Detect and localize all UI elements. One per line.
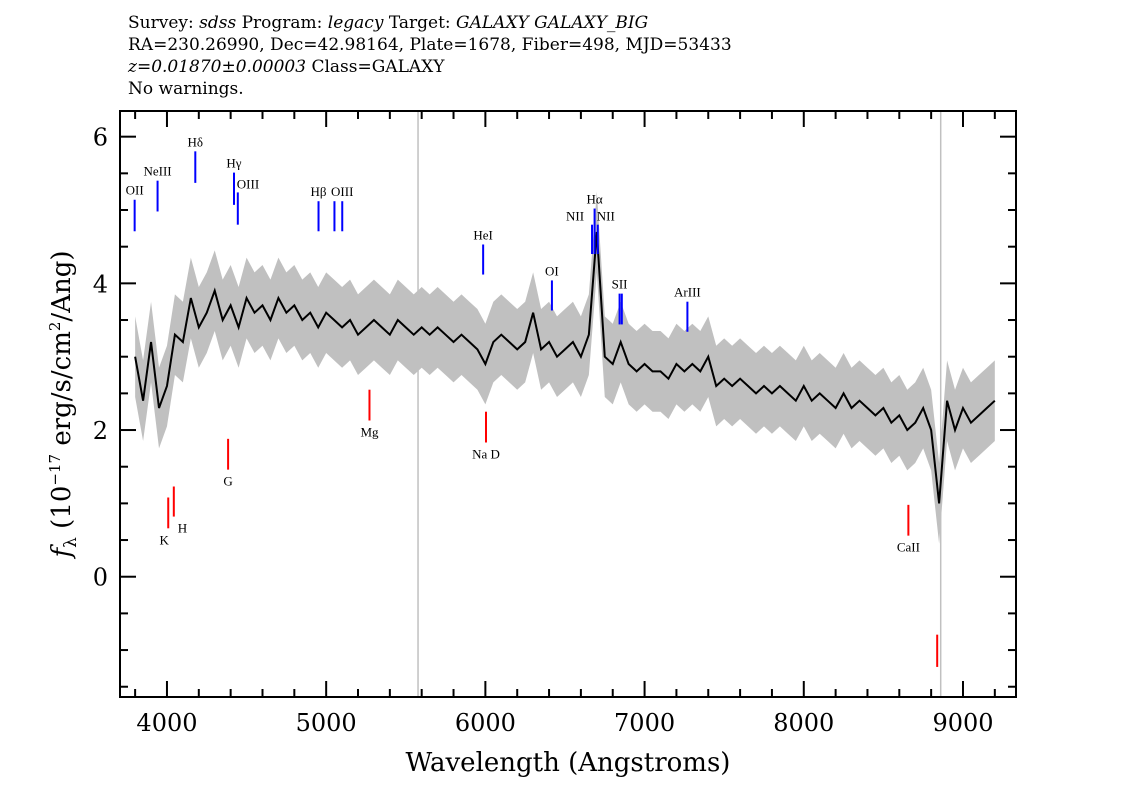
y-tick-label: 4: [93, 270, 108, 298]
program-value: legacy: [327, 13, 384, 33]
y-axis-title: fλ (10−17 erg/s/cm2/Ang): [46, 251, 81, 560]
line-label: Na D: [472, 447, 500, 462]
x-tick-label: 4000: [136, 709, 197, 737]
y-title-post: /Ang): [47, 251, 77, 322]
plot-frame: [119, 110, 1017, 698]
line-label: Hγ: [226, 156, 241, 171]
y-tick-label: 6: [93, 124, 108, 152]
line-label: Hα: [586, 192, 602, 207]
y-title-exp: −17: [46, 454, 64, 486]
y-title-pre: (10: [47, 486, 77, 538]
program-label: Program:: [236, 13, 328, 33]
line-label: NII: [566, 209, 584, 224]
header-line-coordinates: RA=230.26990, Dec=42.98164, Plate=1678, …: [128, 35, 732, 55]
x-tick-label: 5000: [296, 709, 357, 737]
survey-value: sdss: [199, 13, 237, 33]
y-title-sub: λ: [61, 537, 81, 548]
line-label: NeIII: [143, 164, 171, 179]
line-label: ArIII: [674, 285, 701, 300]
x-tick-label: 9000: [932, 709, 993, 737]
y-title-exp2: 2: [46, 322, 64, 332]
spectrum-series: [134, 231, 996, 504]
line-label: H: [178, 521, 187, 536]
axes: 4000 5000 6000 7000 8000 9000 0 2 4 6: [93, 111, 1016, 737]
line-label: OIII: [331, 184, 353, 199]
header-line-survey: Survey: sdss Program: legacy Target: GAL…: [128, 12, 732, 34]
y-tick-label: 2: [93, 417, 108, 445]
line-label: OIII: [237, 176, 259, 191]
line-label: G: [223, 474, 232, 489]
sky-lines: [417, 111, 942, 697]
x-tick-label: 6000: [455, 709, 516, 737]
line-label: SII: [612, 277, 628, 292]
survey-label: Survey:: [128, 13, 200, 33]
noise-band: [135, 191, 995, 544]
target-label: Target:: [383, 13, 457, 33]
line-label: Hδ: [188, 134, 204, 149]
x-tick-label: 7000: [614, 709, 675, 737]
class-value: Class=GALAXY: [306, 57, 445, 77]
target-value: GALAXY GALAXY_BIG: [456, 13, 649, 33]
x-tick-label: 8000: [773, 709, 834, 737]
line-label: Mg: [360, 425, 379, 440]
line-label: K: [160, 532, 170, 547]
y-tick-label: 0: [93, 564, 108, 592]
line-label: NII: [597, 209, 615, 224]
line-label: OI: [545, 263, 559, 278]
header-line-redshift: z=0.01870±0.00003 Class=GALAXY: [128, 56, 732, 78]
x-axis-title: Wavelength (Angstroms): [406, 748, 731, 778]
header-line-warnings: No warnings.: [128, 79, 244, 99]
line-label: CaII: [897, 540, 920, 555]
redshift-value: z=0.01870±0.00003: [128, 57, 307, 77]
line-label: OII: [126, 183, 144, 198]
line-label: Hβ: [311, 184, 327, 199]
spectrum-line: [134, 231, 996, 504]
y-title-mid: erg/s/cm: [47, 331, 77, 454]
line-label: HeI: [473, 227, 493, 242]
noise-envelope: [135, 191, 995, 544]
spectrum-header: Survey: sdss Program: legacy Target: GAL…: [128, 12, 732, 100]
